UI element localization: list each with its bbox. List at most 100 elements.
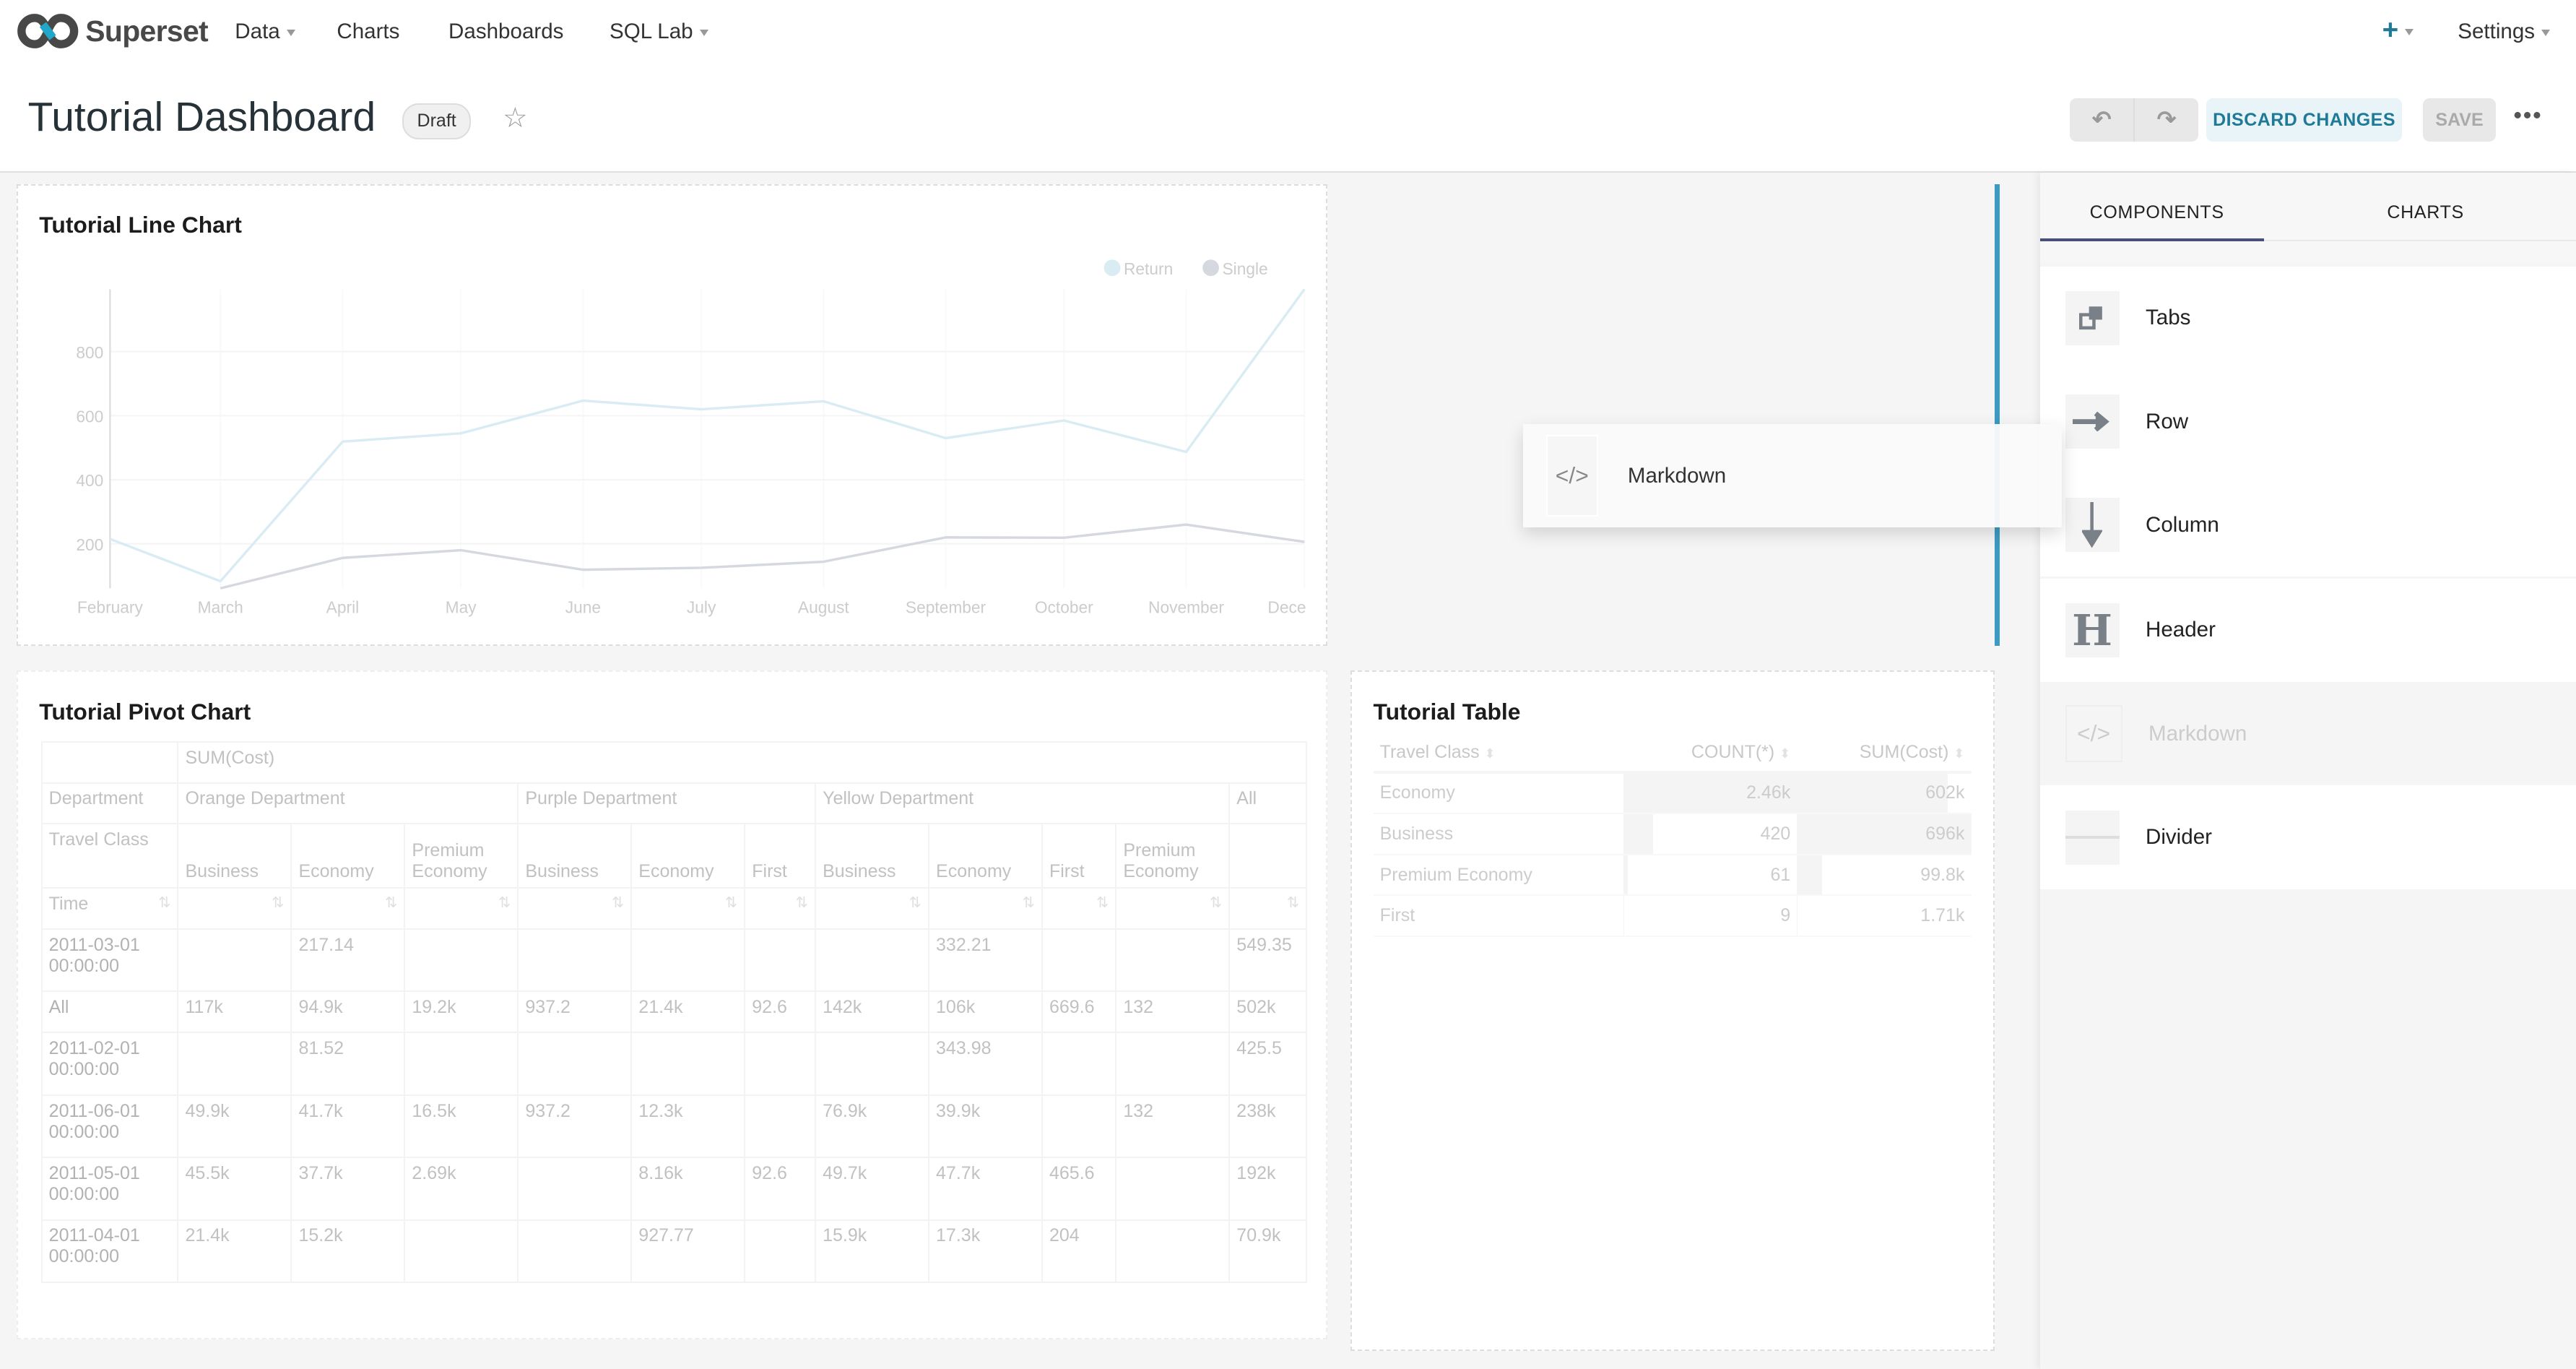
sort-icon[interactable]: ⇅ [272,894,285,911]
pivot-sort-cell[interactable]: ⇅ [404,887,519,930]
table-cell: 602k [1797,772,1972,815]
series-line-return [109,288,1306,583]
column-header[interactable]: COUNT(*) ⬍ [1623,734,1797,774]
line-chart-card[interactable]: Tutorial Line Chart 200 400 600 800 February… [16,183,1328,647]
more-options-icon[interactable]: ••• [2513,102,2543,129]
pivot-class-label: Travel Class [40,823,179,889]
pivot-row: 2011-06-01 00:00:00 49.9k 41.7k 16.5k 937.2 1… [40,1094,1308,1159]
superset-logo[interactable]: Superset [17,13,209,49]
sort-icon[interactable]: ⇅ [724,894,738,911]
dashboard-title[interactable]: Tutorial Dashboard [27,94,376,140]
chart-title: Tutorial Pivot Chart [39,698,251,725]
data-table: Travel Class ⬍ COUNT(*) ⬍ SUM(Cost) ⬍ Economy 2… [1373,734,1972,938]
pivot-header-row: Travel Class Business Economy Premium Econo… [40,823,1308,889]
redo-button[interactable]: ↷ [2156,106,2177,133]
discard-changes-button[interactable]: DISCARD CHANGES [2206,98,2402,142]
tabs-icon [2065,290,2120,345]
pivot-cell: 106k [927,990,1043,1034]
column-header[interactable]: Travel Class ⬍ [1373,734,1623,774]
y-tick-label: 400 [76,471,103,490]
pivot-cell: 502k [1228,990,1308,1034]
legend-label[interactable]: Single [1222,259,1267,278]
component-markdown[interactable]: </> Markdown [2040,682,2576,786]
pivot-cell: 425.5 [1228,1032,1308,1096]
component-column[interactable]: Column [2040,473,2576,577]
sort-icon[interactable]: ⇅ [1096,894,1109,911]
x-tick-label: Dece [1267,597,1306,616]
pivot-class-header: Economy [290,823,406,889]
pivot-class-header: Business [177,823,292,889]
pivot-class-header: Business [814,823,929,889]
pivot-sort-cell[interactable]: ⇅ [630,887,746,930]
pivot-sort-cell[interactable]: ⇅ [517,887,633,930]
table-chart-card[interactable]: Tutorial Table Travel Class ⬍ COUNT(*) ⬍ SUM… [1350,670,1995,1351]
column-header[interactable]: SUM(Cost) ⬍ [1797,734,1972,774]
pivot-class-header: Business [517,823,633,889]
pivot-sort-cell[interactable]: ⇅ [1115,887,1231,930]
pivot-cell: 92.6 [744,1157,816,1221]
nav-sql-lab-label: SQL Lab [609,20,693,44]
table-cell: 696k [1797,813,1972,855]
tab-charts[interactable]: CHARTS [2387,202,2464,223]
nav-charts[interactable]: Charts [337,20,400,44]
nav-data[interactable]: Data [235,20,295,44]
value-bar [1623,896,1624,936]
component-divider[interactable]: Divider [2040,785,2576,889]
pivot-sort-cell[interactable]: ⇅ [927,887,1043,930]
nav-dashboards[interactable]: Dashboards [448,20,564,44]
legend-label[interactable]: Return [1124,259,1173,278]
component-label: Tabs [2145,306,2191,330]
value-bar [1797,814,1972,854]
pivot-cell [744,928,816,993]
sort-icon[interactable]: ⇅ [498,894,511,911]
pivot-cell: 70.9k [1228,1219,1308,1284]
undo-redo-group: ↶ ↷ [2070,98,2198,142]
sort-icon: ⬍ [1484,746,1496,761]
sort-icon[interactable]: ⇅ [1209,894,1223,911]
pivot-time-label: Time [48,893,89,914]
pivot-row-label: 2011-05-01 00:00:00 [40,1157,179,1221]
status-badge[interactable]: Draft [402,103,471,139]
pivot-cell: 81.52 [290,1032,406,1096]
pivot-cell [1115,928,1231,993]
sort-icon[interactable]: ⇅ [611,894,625,911]
pivot-sort-cell[interactable]: ⇅ [1228,887,1308,930]
sort-icon[interactable]: ⇅ [158,894,171,911]
caret-down-icon [2541,29,2551,36]
save-button[interactable]: SAVE [2423,98,2496,142]
value-bar [1797,773,1948,813]
brand-name: Superset [85,14,208,48]
sort-icon[interactable]: ⇅ [385,894,398,911]
code-icon: </> [2065,705,2122,763]
component-label: Divider [2145,825,2212,850]
tab-components[interactable]: COMPONENTS [2089,202,2224,223]
component-tabs[interactable]: Tabs [2040,266,2576,370]
pivot-chart-card[interactable]: Tutorial Pivot Chart SUM(Cost) Department… [16,670,1328,1340]
component-header[interactable]: H Header [2040,578,2576,683]
pivot-sort-cell[interactable]: ⇅ [290,887,406,930]
sort-icon[interactable]: ⇅ [795,894,808,911]
sort-icon[interactable]: ⇅ [1286,894,1299,911]
dragging-markdown-component[interactable]: </> Markdown [1522,423,2062,528]
settings-menu[interactable]: Settings [2458,20,2551,44]
pivot-cell: 76.9k [814,1094,929,1159]
nav-sql-lab[interactable]: SQL Lab [610,20,708,44]
pivot-sort-cell[interactable]: ⇅ [1041,887,1117,930]
sort-icon[interactable]: ⇅ [1022,894,1035,911]
favorite-star-icon[interactable]: ☆ [503,103,528,134]
component-row[interactable]: Row [2040,369,2576,474]
sort-icon: ⬍ [1779,746,1791,761]
pivot-class-header: Premium Economy [1115,823,1231,889]
component-label: Column [2145,512,2219,537]
pivot-cell: 332.21 [927,928,1043,993]
undo-button[interactable]: ↶ [2070,98,2135,142]
pivot-time-header[interactable]: Time ⇅ [40,887,179,930]
legend-marker-single [1202,259,1219,276]
pivot-sort-cell[interactable]: ⇅ [814,887,929,930]
new-plus-button[interactable]: + [2382,14,2414,46]
pivot-sort-cell[interactable]: ⇅ [177,887,292,930]
sort-icon[interactable]: ⇅ [908,894,921,911]
plus-icon: + [2382,14,2399,46]
pivot-sort-cell[interactable]: ⇅ [744,887,816,930]
pivot-cell: 927.77 [630,1219,746,1284]
